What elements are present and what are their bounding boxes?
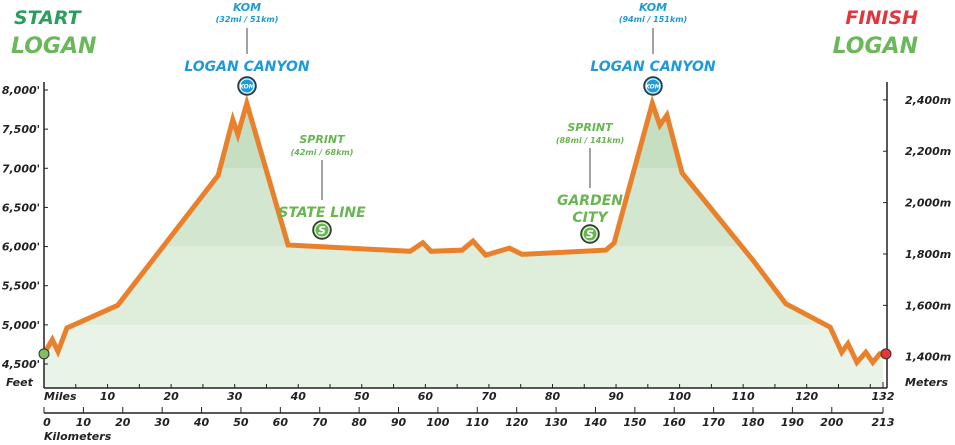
location-name: LOGAN CANYON (184, 59, 310, 75)
y-tick-label-feet: 4,500' (1, 358, 40, 371)
y-tick-label-meters: 2,200m (905, 145, 951, 158)
y-tick-label-feet: 6,500' (2, 201, 40, 214)
x-tick-label-km: 130 (545, 416, 568, 429)
x-tick-label-km: 190 (781, 416, 804, 429)
y-tick-label-meters: 1,600m (905, 299, 951, 312)
x-tick-label-km: 20 (115, 416, 131, 429)
elevation-band (44, 246, 883, 325)
x-tick-label-miles: 10 (100, 390, 116, 403)
x-tick-label-miles: 20 (163, 390, 179, 403)
sprint-distance: (42mi / 68km) (291, 148, 354, 157)
start-marker (38, 348, 50, 360)
x-tick-label-km: 0 (43, 416, 51, 429)
x-tick-label-km: 40 (193, 416, 210, 429)
x-tick-label-km: 90 (391, 416, 407, 429)
y-tick-label-meters: 1,400m (905, 351, 951, 364)
sprint-title: SPRINT (299, 133, 346, 146)
x-tick-label-miles: 120 (795, 390, 818, 403)
x-tick-label-miles: 30 (227, 390, 243, 403)
start-label: START (14, 7, 83, 29)
location-name: STATE LINE (278, 205, 366, 221)
x-tick-label-km: 150 (623, 416, 646, 429)
x-tick-label-miles: 110 (732, 390, 755, 403)
x-tick-label-km: 140 (584, 416, 607, 429)
start-city: LOGAN (11, 34, 96, 59)
kom-title: KOM (233, 1, 261, 14)
badge-text: S (586, 228, 594, 241)
badge-ring (314, 222, 330, 238)
kom-title: KOM (639, 1, 667, 14)
sprint-distance: (88mi / 141km) (556, 136, 624, 145)
badge-text: KOM (645, 84, 660, 91)
elevation-band (44, 103, 883, 169)
sprint-title: SPRINT (567, 121, 614, 134)
y-tick-label-meters: 1,800m (905, 248, 951, 261)
y-tick-label-meters: 2,400m (905, 94, 951, 107)
y-axis-label-feet: Feet (6, 376, 34, 389)
y-tick-label-feet: 5,500' (2, 280, 40, 293)
elevation-profile-line (41, 94, 883, 367)
y-tick-label-feet: 8,000' (2, 84, 40, 97)
badge-ring (239, 78, 255, 94)
y-tick-label-meters: 2,000m (905, 197, 951, 210)
x-tick-label-miles: 70 (481, 390, 497, 403)
sprint-annotation: SPRINT (42mi / 68km) STATE LINE S (278, 133, 366, 240)
x-tick-label-miles: 60 (418, 390, 434, 403)
x-tick-label-km: 110 (466, 416, 489, 429)
kom-distance: (32mi / 51km) (216, 15, 279, 24)
x-tick-label-miles: 40 (290, 390, 307, 403)
sprint-badge-icon (580, 224, 600, 244)
badge-text: KOM (239, 84, 254, 91)
x-tick-label-km: 180 (742, 416, 765, 429)
finish-marker (880, 348, 892, 360)
sprint-annotation: SPRINT (88mi / 141km) GARDEN CITY S (556, 121, 624, 244)
x-tick-label-km: 120 (505, 416, 528, 429)
location-name: LOGAN CANYON (590, 59, 716, 75)
x-tick-label-km: 10 (76, 416, 92, 429)
kom-badge-icon (237, 76, 257, 96)
x-tick-label-km: 50 (233, 416, 249, 429)
x-tick-label-miles: 80 (545, 390, 561, 403)
y-tick-label-feet: 6,000' (2, 241, 40, 254)
axes: 4,500' 5,000' 5,500' 6,000' 6,500' 7,000' 7,50… (1, 82, 951, 429)
location-name: GARDEN CITY (557, 193, 623, 226)
x-tick-label-km: 213 (872, 416, 895, 429)
badge-text: S (318, 224, 326, 237)
kom-distance: (94mi / 151km) (619, 15, 687, 24)
finish-label: FINISH (845, 7, 918, 29)
badge-ring (582, 226, 598, 242)
x-tick-label-miles: 50 (354, 390, 370, 403)
badge-ring (645, 78, 661, 94)
elevation-band (44, 324, 883, 389)
x-tick-label-km: 100 (426, 416, 449, 429)
x-tick-label-km: 60 (273, 416, 289, 429)
x-tick-label-km: 170 (702, 416, 725, 429)
y-axis-label-meters: Meters (905, 376, 949, 389)
x-axis-label-miles: Miles (44, 390, 77, 403)
x-tick-label-km: 80 (351, 416, 367, 429)
x-axis-label-km: Kilometers (44, 430, 112, 443)
x-tick-label-km: 200 (820, 416, 843, 429)
y-tick-label-feet: 7,500' (2, 123, 40, 136)
y-tick-label-feet: 7,000' (2, 162, 40, 175)
x-tick-label-km: 30 (155, 416, 171, 429)
annotations: KOM(32mi / 51km)LOGAN CANYONKOMSPRINT(42… (184, 1, 716, 244)
sprint-badge-icon (312, 220, 332, 240)
y-tick-label-feet: 5,000' (2, 319, 40, 332)
kom-badge-icon (643, 76, 663, 96)
x-tick-label-miles: 100 (668, 390, 691, 403)
x-tick-label-miles: 132 (872, 390, 895, 403)
x-tick-label-km: 70 (312, 416, 328, 429)
finish-city: LOGAN (833, 34, 918, 59)
x-tick-label-miles: 90 (608, 390, 624, 403)
x-tick-label-km: 160 (663, 416, 686, 429)
